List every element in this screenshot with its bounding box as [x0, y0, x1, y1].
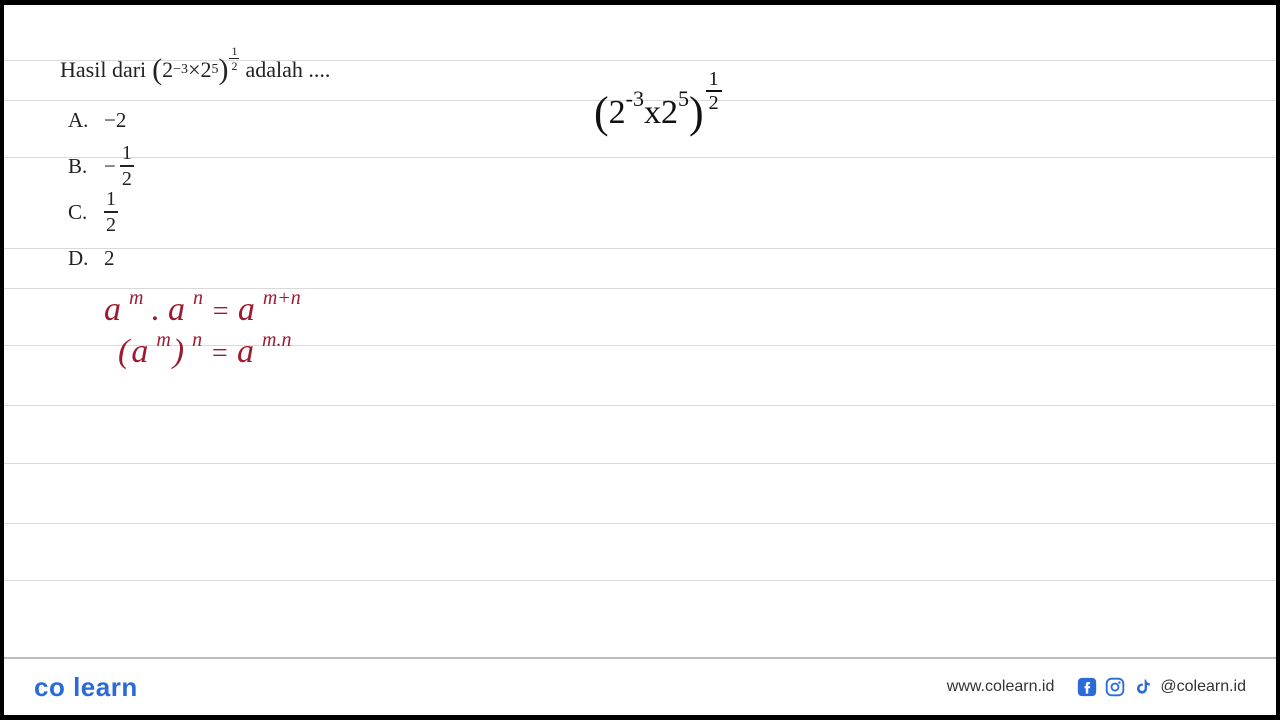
choice-letter: C.	[68, 200, 90, 225]
hw-lpar: (	[118, 333, 129, 371]
answer-choice[interactable]: B.−12	[68, 143, 1228, 189]
hw2-a1: a	[131, 333, 148, 371]
choice-value: 12	[104, 189, 118, 235]
hb-lpar: (	[594, 91, 609, 135]
answer-choice[interactable]: C.12	[68, 189, 1228, 235]
question-expression: ( 2 −3 × 2 5 ) 1 2	[152, 55, 239, 85]
hw-a3: a	[238, 291, 255, 329]
hw-a1: a	[104, 291, 121, 329]
content-area: Hasil dari ( 2 −3 × 2 5 ) 1 2 adalah ...…	[4, 5, 1276, 645]
hb-base1: 2	[609, 94, 626, 132]
numerator: 1	[106, 189, 116, 209]
hw-eq2: =	[210, 338, 229, 370]
hb-e2: 5	[678, 86, 689, 112]
facebook-icon[interactable]	[1076, 676, 1098, 698]
instagram-icon[interactable]	[1104, 676, 1126, 698]
hb-x: x	[644, 94, 661, 132]
logo-dot	[65, 672, 73, 702]
frac-bar	[104, 211, 118, 213]
hw-e3: m+n	[263, 287, 301, 310]
fraction: 12	[120, 143, 134, 189]
hw-eq1: =	[211, 296, 230, 328]
exp-1: −3	[173, 62, 188, 78]
outer-exponent-frac: 1 2	[229, 45, 239, 72]
logo: co learn	[34, 672, 138, 703]
choice-value: −2	[104, 108, 126, 133]
page: Hasil dari ( 2 −3 × 2 5 ) 1 2 adalah ...…	[4, 5, 1276, 715]
multiply: ×	[188, 57, 200, 83]
footer-handle[interactable]: @colearn.id	[1160, 678, 1246, 696]
fraction: 12	[104, 189, 118, 235]
outer-numerator: 1	[231, 45, 237, 57]
hb-fden: 2	[709, 93, 719, 113]
footer-right: www.colearn.id @colearn.id	[947, 676, 1246, 698]
hw-a2: a	[168, 291, 185, 329]
choice-letter: B.	[68, 154, 90, 179]
answer-choice[interactable]: D. 2	[68, 235, 1228, 281]
base-2: 2	[200, 57, 211, 83]
numerator: 1	[122, 143, 132, 163]
hw2-e1: m	[156, 329, 170, 352]
question-text: Hasil dari ( 2 −3 × 2 5 ) 1 2 adalah ...…	[60, 55, 1228, 85]
frac-bar	[120, 165, 134, 167]
base-1: 2	[162, 57, 173, 83]
hw2-e2: n	[192, 329, 202, 352]
question-prefix: Hasil dari	[60, 57, 146, 83]
choice-value: −12	[104, 143, 134, 189]
hb-e1: -3	[626, 86, 644, 112]
logo-co: co	[34, 672, 65, 702]
choice-letter: D.	[68, 246, 90, 271]
hw-e2: n	[193, 287, 203, 310]
outer-denominator: 2	[231, 60, 237, 72]
minus-sign: −	[104, 154, 116, 179]
hw-dot: .	[151, 291, 160, 329]
exp-2: 5	[211, 62, 218, 78]
footer-url[interactable]: www.colearn.id	[947, 678, 1055, 696]
hw2-e3: m.n	[262, 329, 291, 352]
left-paren: (	[152, 55, 162, 85]
logo-learn: learn	[73, 672, 138, 702]
handwriting-black-expression: ( 2 -3 x 2 5 ) 1 2	[594, 91, 722, 136]
handwriting-red-formulas: a m . a n = a m+n ( a m ) n = a m.n	[104, 291, 301, 375]
hw2-a2: a	[237, 333, 254, 371]
formula-power-rule: ( a m ) n = a m.n	[118, 333, 301, 371]
hb-fnum: 1	[709, 69, 719, 89]
footer: co learn www.colearn.id @colearn.id	[4, 657, 1276, 715]
tiktok-icon[interactable]	[1132, 676, 1154, 698]
hw-e1: m	[129, 287, 143, 310]
right-paren: )	[218, 55, 228, 85]
formula-product-rule: a m . a n = a m+n	[104, 291, 301, 329]
choice-value: 2	[104, 246, 115, 271]
hb-rpar: )	[689, 91, 704, 135]
hb-outer-frac: 1 2	[706, 69, 722, 113]
question-suffix: adalah ....	[245, 57, 330, 83]
denominator: 2	[106, 215, 116, 235]
choice-letter: A.	[68, 108, 90, 133]
hw-rpar: )	[173, 333, 184, 371]
denominator: 2	[122, 169, 132, 189]
hb-base2: 2	[661, 94, 678, 132]
social-icons: @colearn.id	[1076, 676, 1246, 698]
